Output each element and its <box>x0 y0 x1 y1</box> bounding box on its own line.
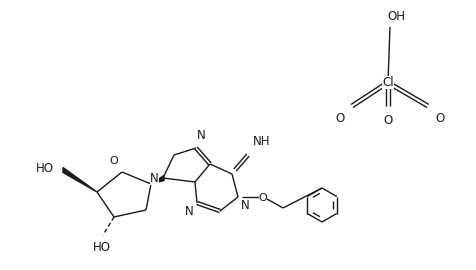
Text: N: N <box>197 129 205 142</box>
Text: O: O <box>335 112 344 125</box>
Text: NH: NH <box>252 135 270 148</box>
Polygon shape <box>63 167 97 192</box>
Text: O: O <box>109 156 118 166</box>
Text: OH: OH <box>386 10 404 23</box>
Text: N: N <box>185 205 194 218</box>
Text: Cl: Cl <box>381 76 393 89</box>
Polygon shape <box>151 176 164 184</box>
Text: HO: HO <box>93 241 111 254</box>
Text: N: N <box>150 171 159 184</box>
Text: O: O <box>383 114 392 127</box>
Text: O: O <box>434 112 443 125</box>
Text: O: O <box>258 193 267 203</box>
Text: HO: HO <box>36 163 54 176</box>
Text: N: N <box>240 199 249 212</box>
